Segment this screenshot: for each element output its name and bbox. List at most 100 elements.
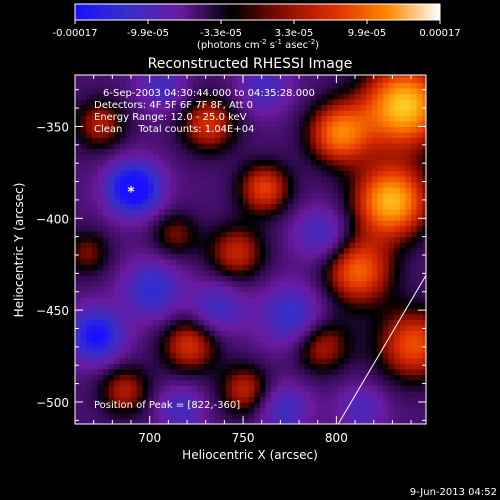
heatmap-cell xyxy=(192,181,199,188)
heatmap-cell xyxy=(131,120,138,128)
heatmap-cell xyxy=(153,98,160,105)
heatmap-cell xyxy=(108,214,115,221)
heatmap-cell xyxy=(231,418,239,424)
heatmap-cell xyxy=(332,269,339,276)
heatmap-cell xyxy=(282,352,289,359)
heatmap-cell xyxy=(265,198,272,205)
heatmap-cell xyxy=(416,153,423,161)
heatmap-cell xyxy=(315,401,323,409)
heatmap-cell xyxy=(416,165,423,172)
heatmap-cell xyxy=(237,126,244,133)
heatmap-cell xyxy=(265,319,272,326)
heatmap-cell xyxy=(97,335,104,342)
heatmap-cell xyxy=(271,341,278,348)
heatmap-cell xyxy=(125,93,132,100)
heatmap-cell xyxy=(159,253,166,260)
heatmap-cell xyxy=(343,269,351,276)
heatmap-cell xyxy=(355,247,362,254)
heatmap-cell xyxy=(315,82,323,89)
heatmap-cell xyxy=(209,275,216,282)
heatmap-cell xyxy=(86,98,93,105)
heatmap-cell xyxy=(360,137,367,144)
heatmap-cell xyxy=(103,137,110,144)
heatmap-cell xyxy=(343,374,351,381)
heatmap-cell xyxy=(131,286,138,293)
heatmap-cell xyxy=(383,76,390,83)
heatmap-cell xyxy=(405,82,412,89)
heatmap-cell xyxy=(203,159,211,166)
heatmap-cell xyxy=(304,87,311,94)
heatmap-cell xyxy=(265,181,272,188)
heatmap-cell xyxy=(131,87,138,94)
heatmap-cell xyxy=(265,104,272,111)
heatmap-cell xyxy=(377,297,384,304)
heatmap-cell xyxy=(175,302,183,309)
heatmap-cell xyxy=(243,159,250,166)
heatmap-cell xyxy=(237,302,244,309)
heatmap-cell xyxy=(237,198,244,205)
heatmap-cell xyxy=(243,269,250,276)
heatmap-cell xyxy=(282,264,289,271)
heatmap-cell xyxy=(355,192,362,199)
heatmap-cell xyxy=(215,291,222,298)
heatmap-cell xyxy=(259,352,267,359)
heatmap-cell xyxy=(388,242,395,249)
heatmap-cell xyxy=(97,269,104,276)
heatmap-cell xyxy=(125,407,132,414)
heatmap-cell xyxy=(108,368,115,375)
heatmap-cell xyxy=(181,76,188,83)
heatmap-cell xyxy=(304,302,311,309)
heatmap-cell xyxy=(108,286,115,293)
heatmap-cell xyxy=(422,148,426,155)
heatmap-cell xyxy=(192,297,199,304)
heatmap-cell xyxy=(371,264,379,271)
heatmap-cell xyxy=(343,220,351,227)
heatmap-cell xyxy=(97,401,104,409)
heatmap-cell xyxy=(153,357,160,364)
heatmap-cell xyxy=(371,126,379,133)
heatmap-cell xyxy=(343,407,351,414)
heatmap-cell xyxy=(416,264,423,271)
heatmap-cell xyxy=(147,302,155,309)
heatmap-cell xyxy=(136,225,143,232)
heatmap-cell xyxy=(349,153,356,161)
heatmap-cell xyxy=(80,324,87,331)
heatmap-cell xyxy=(310,126,317,133)
heatmap-cell xyxy=(220,170,227,177)
heatmap-cell xyxy=(332,120,339,128)
heatmap-cell xyxy=(142,264,149,271)
heatmap-cell xyxy=(405,231,412,238)
heatmap-cell xyxy=(416,76,423,83)
heatmap-cell xyxy=(142,319,149,326)
heatmap-cell xyxy=(271,396,278,403)
heatmap-cell xyxy=(399,209,407,216)
heatmap-cell xyxy=(422,98,426,105)
heatmap-cell xyxy=(136,280,143,287)
heatmap-cell xyxy=(125,131,132,139)
heatmap-cell xyxy=(75,407,82,414)
heatmap-cell xyxy=(164,93,171,100)
heatmap-cell xyxy=(175,412,183,420)
heatmap-cell xyxy=(321,412,328,420)
heatmap-cell xyxy=(175,379,183,387)
heatmap-cell xyxy=(293,379,300,387)
heatmap-cell xyxy=(349,357,356,364)
heatmap-cell xyxy=(399,148,407,155)
heatmap-cell xyxy=(282,120,289,128)
heatmap-cell xyxy=(254,87,261,94)
heatmap-cell xyxy=(203,137,211,144)
heatmap-cell xyxy=(327,418,334,424)
heatmap-cell xyxy=(108,357,115,364)
heatmap-cell xyxy=(215,313,222,320)
heatmap-cell xyxy=(355,253,362,260)
heatmap-cell xyxy=(153,75,160,78)
heatmap-cell xyxy=(220,335,227,342)
heatmap-cell xyxy=(131,297,138,304)
heatmap-cell xyxy=(254,120,261,128)
heatmap-cell xyxy=(343,76,351,83)
heatmap-cell xyxy=(187,286,194,293)
heatmap-cell xyxy=(159,231,166,238)
heatmap-cell xyxy=(220,142,227,150)
heatmap-cell xyxy=(411,280,418,287)
heatmap-cell xyxy=(293,418,300,424)
